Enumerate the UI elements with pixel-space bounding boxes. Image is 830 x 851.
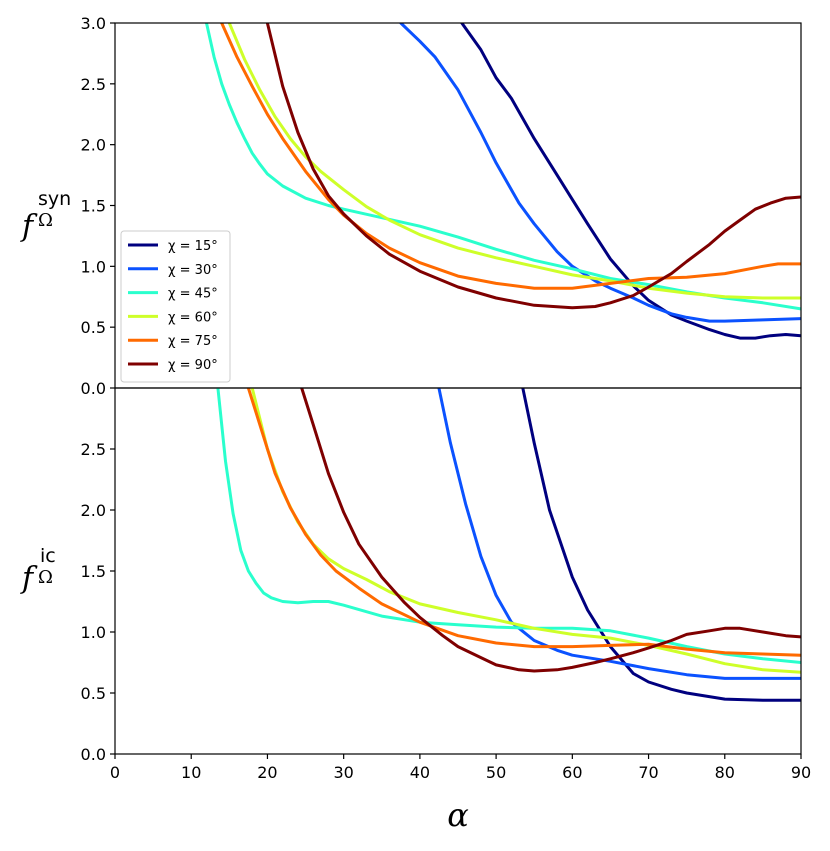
bottom-ytick-label: 2.0 (81, 501, 106, 520)
legend-label: χ = 90° (168, 358, 218, 373)
xtick-label: 90 (791, 763, 811, 782)
bottom-series-line-2 (437, 388, 801, 680)
top-ylabel-sup: syn (38, 188, 71, 210)
top-series-line-6 (265, 23, 801, 310)
legend-label: χ = 75° (168, 334, 218, 349)
xtick-label: 20 (257, 763, 277, 782)
bottom-y-ticks: 0.0 0.5 1.0 1.5 2.0 2.5 (81, 440, 115, 764)
legend-label: χ = 15° (168, 239, 218, 254)
bottom-series-line-3 (216, 388, 801, 664)
x-axis-label: α (447, 796, 469, 834)
top-ytick-label: 2.0 (81, 136, 106, 155)
xtick-label: 40 (410, 763, 430, 782)
legend-entries: χ = 15° χ = 30° χ = 45° χ = 60° χ = 75° χ = 9… (128, 239, 218, 373)
bottom-ytick-label: 0.5 (81, 684, 106, 703)
top-ytick-label: 1.0 (81, 257, 106, 276)
legend: χ = 15° χ = 30° χ = 45° χ = 60° χ = 75° χ = 9… (120, 230, 231, 383)
top-series-line-4 (227, 23, 801, 300)
legend-label: χ = 30° (168, 263, 218, 278)
xtick-label: 30 (333, 763, 353, 782)
bottom-series-group (216, 388, 801, 702)
xtick-label: 80 (715, 763, 735, 782)
top-ytick-label: 0.0 (81, 379, 106, 398)
bottom-ylabel-sub: Ω (38, 567, 53, 588)
bottom-x-ticks: 0 10 20 30 40 50 60 70 80 90 (110, 754, 811, 782)
bottom-ylabel-sup: ic (40, 545, 56, 567)
bottom-panel: 0.00.51.01.52.02.5 0 10 20 30 40 50 60 70 80 90 f… (20, 387, 811, 834)
legend-label: χ = 45° (168, 287, 218, 302)
top-series-line-1 (460, 23, 801, 340)
top-series-line-3 (205, 23, 801, 311)
top-ytick-label: 2.5 (81, 75, 106, 94)
legend-label: χ = 60° (168, 310, 218, 325)
bottom-series-line-5 (246, 388, 801, 657)
xtick-label: 50 (486, 763, 506, 782)
bottom-ytick-label: 2.5 (81, 440, 106, 459)
bottom-ytick-label: 1.5 (81, 562, 106, 581)
bottom-ytick-label: 0.0 (81, 745, 106, 764)
xtick-label: 0 (110, 763, 120, 782)
xtick-label: 60 (562, 763, 582, 782)
bottom-ytick-label: 1.0 (81, 623, 106, 642)
top-y-ticks: 0.0 0.5 1.0 1.5 2.0 2.5 3.0 (81, 14, 115, 398)
xtick-label: 10 (181, 763, 201, 782)
top-ylabel-sub: Ω (38, 210, 53, 231)
top-ytick-label: 1.5 (81, 197, 106, 216)
top-panel: 0.00.51.01.52.02.53.0 f syn Ω χ = 15°χ =… (20, 14, 802, 398)
top-series-line-5 (220, 23, 801, 290)
top-ytick-label: 0.5 (81, 318, 106, 337)
bottom-series-line-6 (300, 388, 801, 673)
top-series-group (205, 23, 801, 340)
top-series-line-2 (399, 23, 801, 323)
xtick-label: 70 (638, 763, 658, 782)
bottom-axes-frame (114, 387, 802, 755)
bottom-series-line-1 (521, 388, 801, 702)
top-ytick-label: 3.0 (81, 14, 106, 33)
